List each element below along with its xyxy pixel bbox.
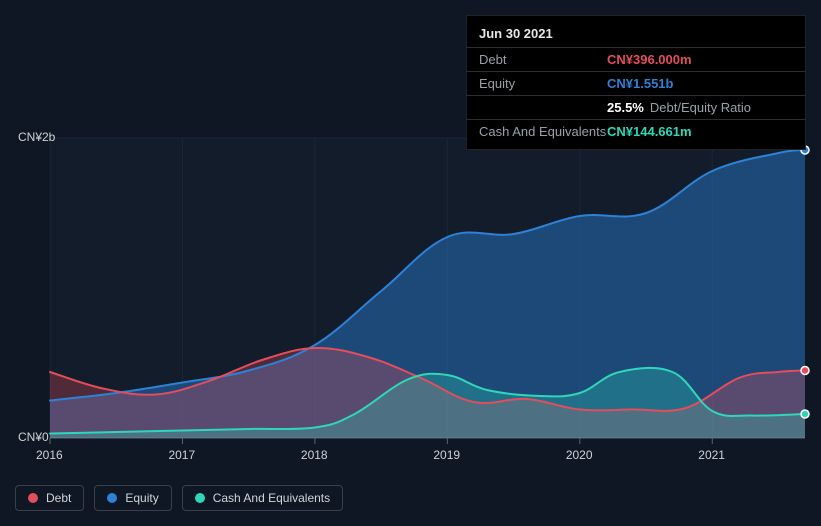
- tooltip-row: DebtCN¥396.000m: [467, 48, 805, 72]
- x-tick-label: 2016: [36, 448, 63, 462]
- tooltip-value: CN¥1.551b: [607, 76, 673, 91]
- tooltip-row: Cash And EquivalentsCN¥144.661m: [467, 120, 805, 143]
- legend-label: Cash And Equivalents: [213, 491, 330, 505]
- y-tick-label: CN¥2b: [18, 130, 55, 144]
- chart-container: CN¥0 CN¥2b 2016 2017 2018 2019 2020 2021 Jun 3…: [0, 0, 821, 526]
- tooltip-label: Debt: [479, 52, 607, 67]
- legend-item-debt[interactable]: Debt: [15, 485, 84, 511]
- legend-swatch-icon: [107, 493, 117, 503]
- legend-swatch-icon: [195, 493, 205, 503]
- x-tick-label: 2019: [433, 448, 460, 462]
- y-tick-label: CN¥0: [18, 430, 49, 444]
- x-tick-label: 2018: [301, 448, 328, 462]
- legend-swatch-icon: [28, 493, 38, 503]
- tooltip-label: Cash And Equivalents: [479, 124, 607, 139]
- chart-legend: Debt Equity Cash And Equivalents: [15, 485, 343, 511]
- tooltip-row: 25.5%Debt/Equity Ratio: [467, 96, 805, 120]
- tooltip-title: Jun 30 2021: [467, 22, 805, 48]
- legend-item-cash[interactable]: Cash And Equivalents: [182, 485, 343, 511]
- tooltip-value: 25.5%Debt/Equity Ratio: [607, 100, 751, 115]
- x-tick-label: 2020: [566, 448, 593, 462]
- chart-tooltip: Jun 30 2021 DebtCN¥396.000mEquityCN¥1.55…: [466, 15, 806, 150]
- x-tick-label: 2017: [168, 448, 195, 462]
- x-tick-label: 2021: [698, 448, 725, 462]
- debt-marker: [801, 367, 809, 375]
- tooltip-row: EquityCN¥1.551b: [467, 72, 805, 96]
- tooltip-value: CN¥144.661m: [607, 124, 692, 139]
- legend-item-equity[interactable]: Equity: [94, 485, 171, 511]
- tooltip-label: Equity: [479, 76, 607, 91]
- legend-label: Equity: [125, 491, 158, 505]
- cash-marker: [801, 410, 809, 418]
- tooltip-suffix: Debt/Equity Ratio: [650, 100, 751, 115]
- tooltip-label: [479, 100, 607, 115]
- tooltip-value: CN¥396.000m: [607, 52, 692, 67]
- legend-label: Debt: [46, 491, 71, 505]
